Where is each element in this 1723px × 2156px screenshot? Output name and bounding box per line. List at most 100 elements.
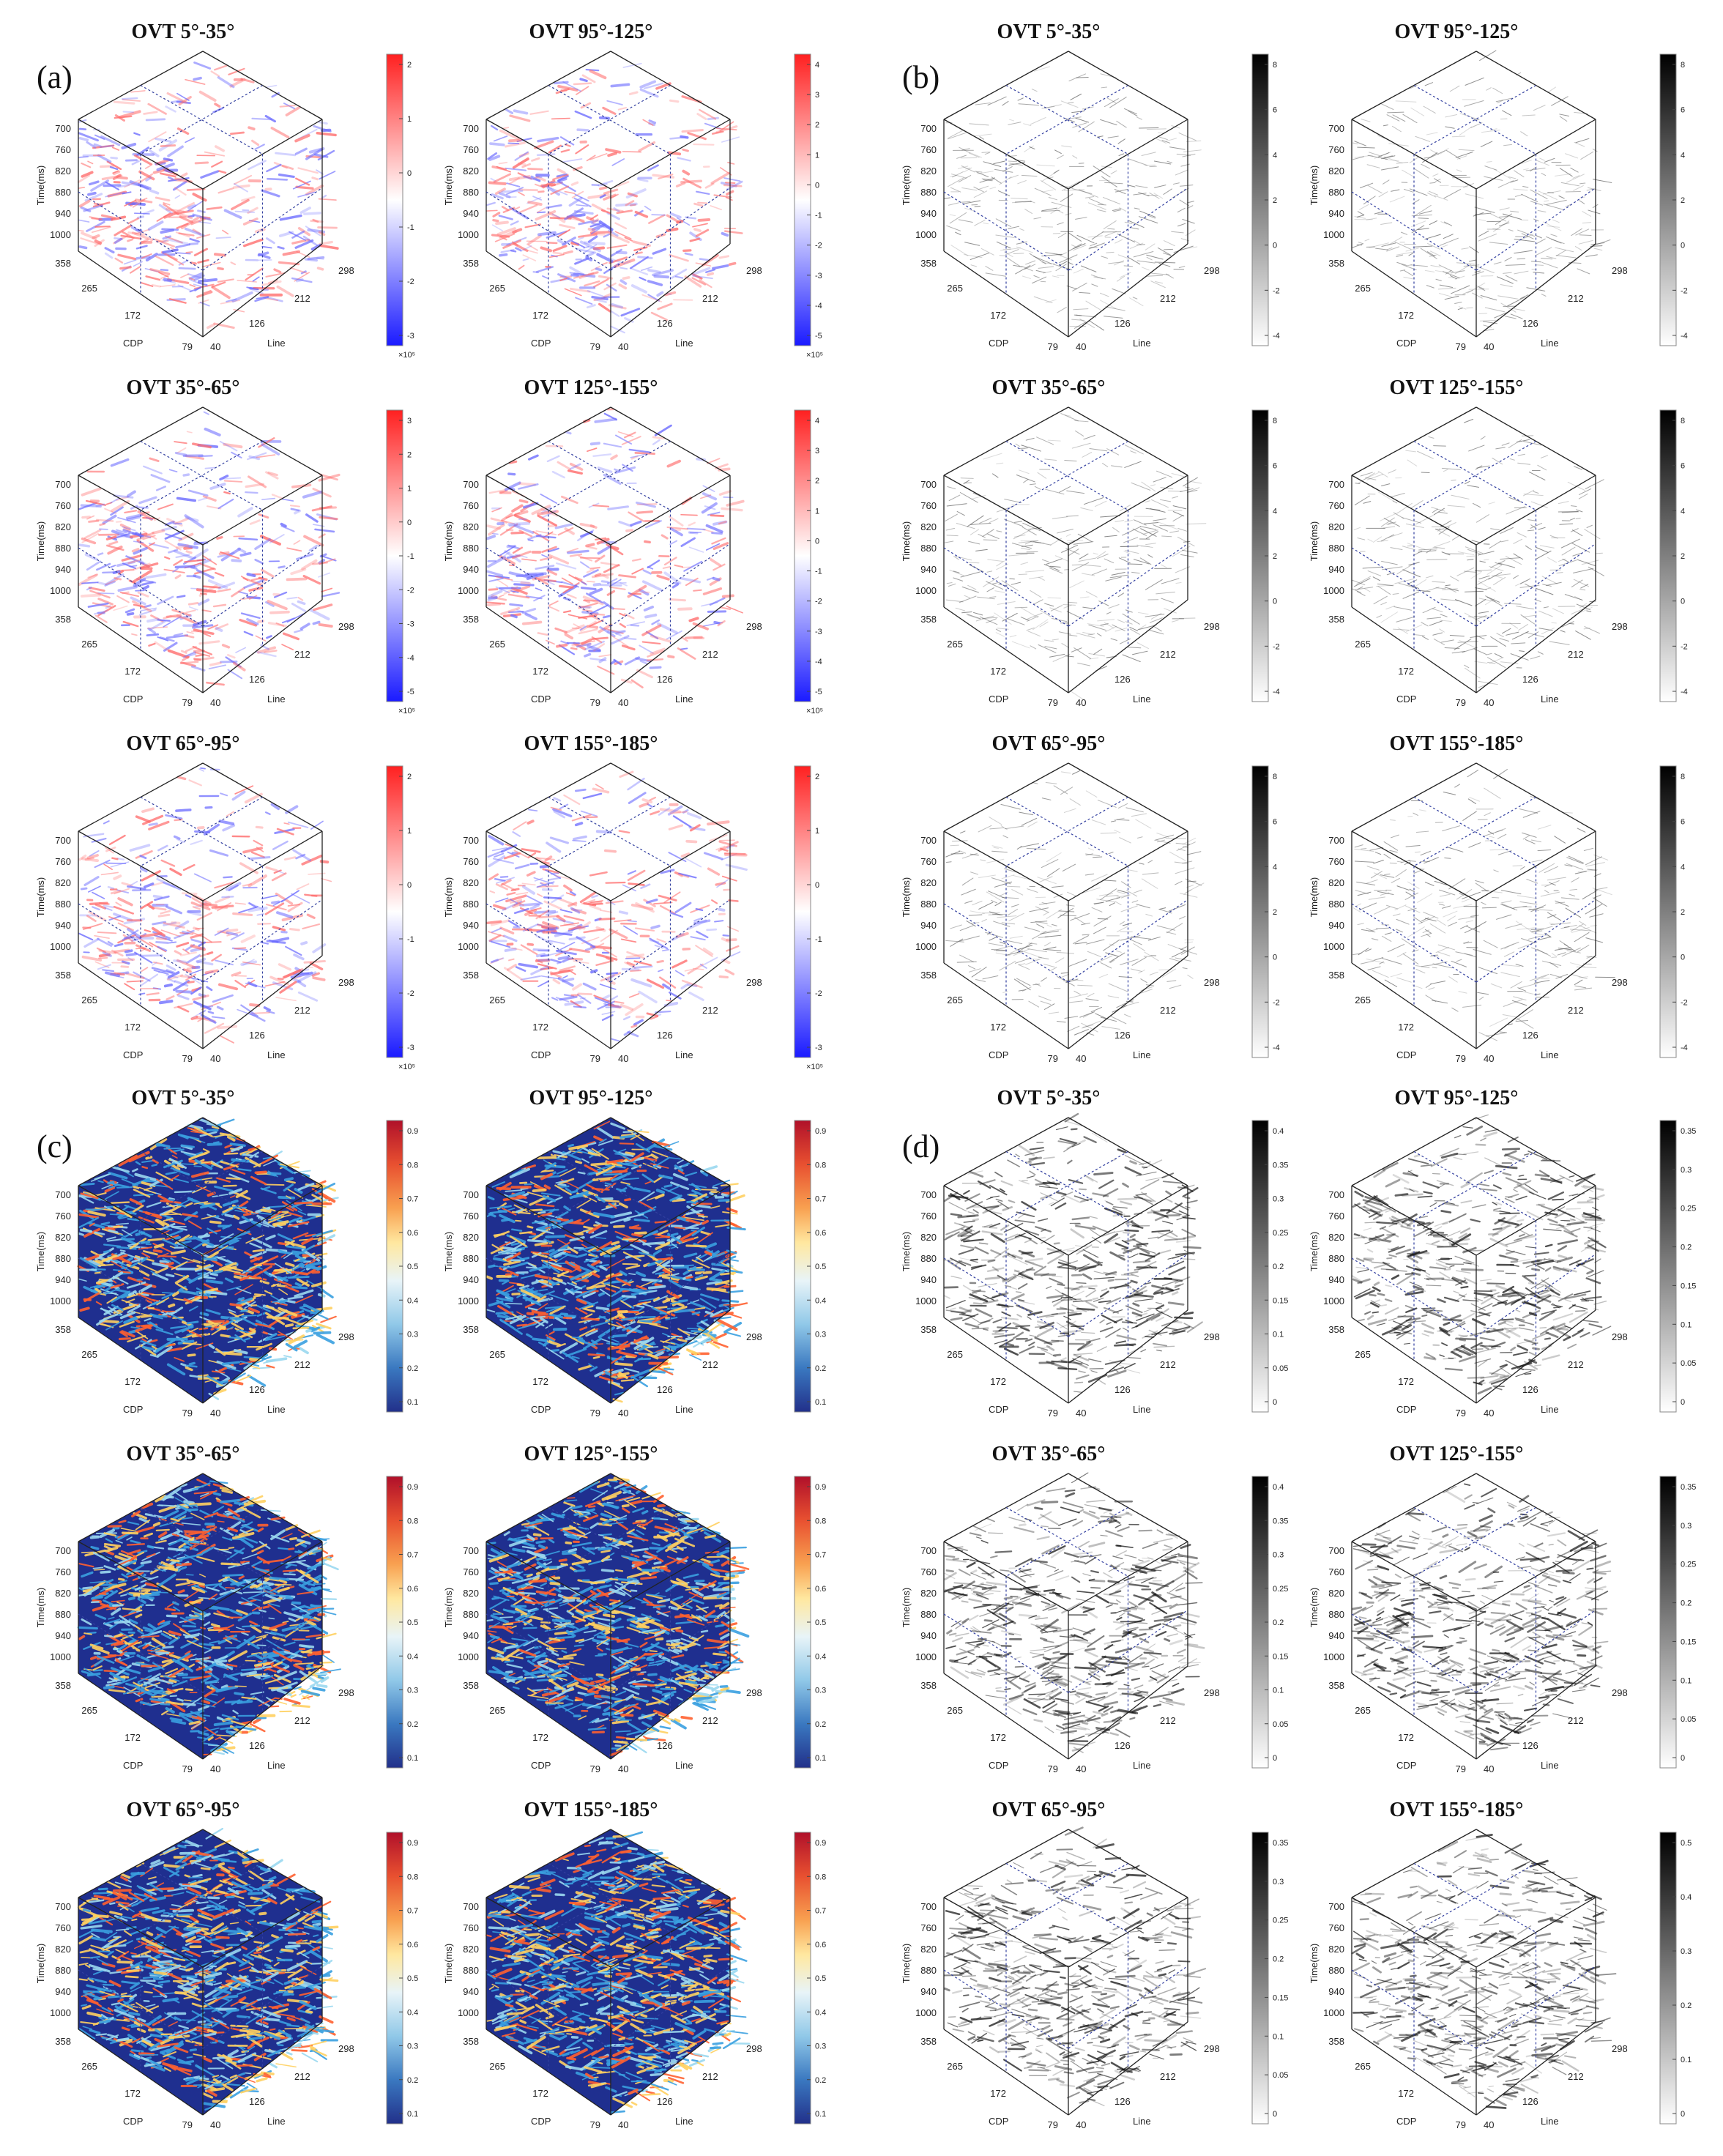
texture-stroke bbox=[488, 577, 504, 582]
texture-stroke bbox=[243, 631, 253, 636]
colorbar-tick-label: 2 bbox=[407, 773, 412, 781]
texture-stroke bbox=[542, 275, 548, 279]
texture-stroke bbox=[1475, 599, 1486, 606]
texture-stroke bbox=[1369, 847, 1384, 851]
texture-stroke bbox=[1186, 201, 1194, 204]
texture-stroke bbox=[215, 626, 223, 632]
texture-stroke bbox=[1052, 516, 1068, 519]
texture-stroke bbox=[715, 845, 726, 851]
texture-stroke bbox=[1136, 904, 1150, 909]
texture-stroke bbox=[1540, 891, 1560, 897]
texture-stroke bbox=[190, 938, 202, 943]
texture-stroke bbox=[1159, 499, 1172, 502]
texture-stroke bbox=[1155, 281, 1164, 284]
texture-stroke bbox=[563, 610, 572, 614]
texture-stroke bbox=[537, 632, 549, 636]
texture-stroke bbox=[494, 233, 516, 242]
cdp-tick-label: 358 bbox=[1328, 614, 1344, 625]
texture-stroke bbox=[111, 529, 133, 539]
texture-stroke bbox=[1156, 925, 1176, 931]
texture-stroke bbox=[978, 874, 996, 879]
texture-stroke bbox=[173, 633, 184, 636]
texture-stroke bbox=[308, 544, 318, 552]
texture-stroke bbox=[117, 585, 138, 592]
line-axis-label: Line bbox=[1541, 338, 1559, 349]
texture-stroke bbox=[1091, 874, 1108, 882]
texture-stroke bbox=[1149, 617, 1163, 623]
texture-stroke bbox=[564, 144, 571, 147]
texture-stroke bbox=[1525, 839, 1536, 844]
texture-stroke bbox=[592, 787, 610, 794]
texture-stroke bbox=[1180, 246, 1198, 250]
texture-stroke bbox=[124, 983, 135, 991]
texture-stroke bbox=[1388, 143, 1409, 146]
texture-stroke bbox=[610, 83, 630, 88]
texture-stroke bbox=[158, 272, 169, 278]
texture-stroke bbox=[542, 179, 556, 189]
texture-stroke bbox=[570, 215, 585, 223]
texture-stroke bbox=[1573, 579, 1590, 587]
texture-stroke bbox=[1377, 470, 1388, 477]
texture-stroke bbox=[619, 622, 626, 628]
texture-stroke bbox=[1007, 618, 1025, 625]
texture-stroke bbox=[619, 770, 634, 778]
texture-stroke bbox=[165, 905, 183, 915]
texture-stroke bbox=[1072, 283, 1087, 291]
texture-stroke bbox=[1175, 867, 1195, 874]
texture-stroke bbox=[609, 660, 617, 665]
texture-stroke bbox=[264, 114, 276, 123]
texture-stroke bbox=[1410, 188, 1428, 196]
texture-stroke bbox=[537, 578, 557, 582]
texture-stroke bbox=[119, 591, 139, 598]
texture-stroke bbox=[660, 869, 675, 874]
texture-stroke bbox=[1139, 526, 1157, 530]
texture-stroke bbox=[116, 595, 130, 603]
texture-stroke bbox=[1053, 785, 1068, 795]
texture-stroke bbox=[179, 661, 199, 665]
texture-stroke bbox=[1166, 923, 1183, 934]
texture-stroke bbox=[1136, 116, 1142, 120]
texture-stroke bbox=[526, 895, 543, 904]
texture-stroke bbox=[1386, 114, 1400, 122]
texture-stroke bbox=[196, 959, 214, 966]
texture-stroke bbox=[246, 573, 256, 578]
texture-stroke bbox=[124, 179, 141, 188]
texture-stroke bbox=[1530, 524, 1536, 529]
texture-stroke bbox=[113, 237, 122, 244]
texture-stroke bbox=[207, 579, 228, 590]
texture-stroke bbox=[1514, 308, 1525, 311]
texture-stroke bbox=[606, 972, 619, 975]
texture-stroke bbox=[1396, 885, 1410, 891]
texture-stroke bbox=[1407, 459, 1418, 466]
texture-stroke bbox=[603, 628, 624, 634]
texture-stroke bbox=[1580, 584, 1589, 589]
texture-stroke bbox=[547, 547, 559, 553]
texture-stroke bbox=[140, 901, 154, 910]
texture-stroke bbox=[573, 835, 587, 841]
texture-stroke bbox=[1123, 537, 1139, 543]
texture-stroke bbox=[598, 186, 608, 190]
texture-stroke bbox=[499, 926, 515, 934]
texture-stroke bbox=[96, 562, 111, 571]
texture-stroke bbox=[1428, 190, 1439, 196]
texture-stroke bbox=[704, 505, 716, 510]
colorbar-tick-label: -4 bbox=[407, 654, 414, 663]
texture-stroke bbox=[160, 859, 176, 867]
cdp-tick-label: 265 bbox=[81, 995, 97, 1005]
texture-stroke bbox=[207, 1011, 215, 1014]
texture-stroke bbox=[1580, 151, 1594, 160]
texture-stroke bbox=[986, 581, 1004, 590]
texture-stroke bbox=[704, 956, 718, 965]
texture-stroke bbox=[1081, 1022, 1098, 1033]
texture-stroke bbox=[1100, 962, 1112, 969]
texture-stroke bbox=[1484, 812, 1491, 817]
texture-stroke bbox=[992, 913, 1003, 915]
texture-stroke bbox=[699, 258, 710, 261]
line-tick-label: 126 bbox=[1522, 318, 1538, 329]
time-tick-label: 760 bbox=[1328, 144, 1344, 155]
texture-stroke bbox=[81, 857, 99, 863]
texture-stroke bbox=[238, 906, 258, 914]
texture-stroke bbox=[986, 858, 1005, 863]
texture-stroke bbox=[208, 664, 227, 670]
texture-stroke bbox=[1116, 894, 1131, 898]
